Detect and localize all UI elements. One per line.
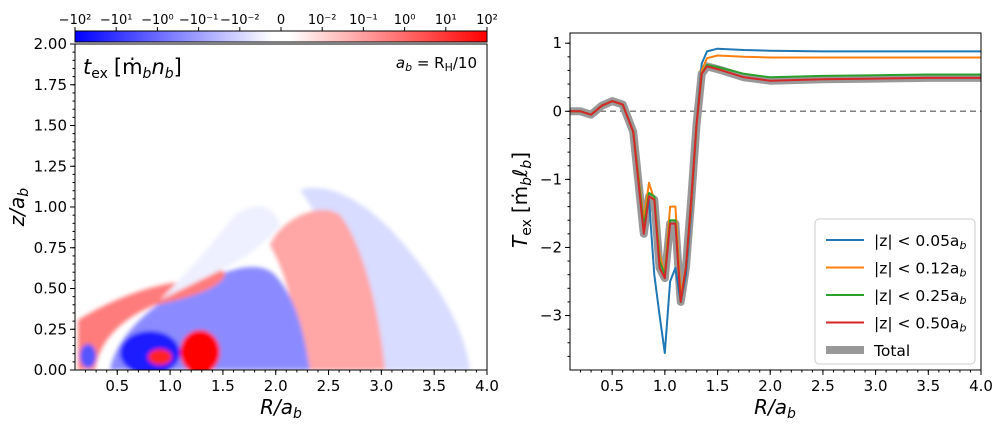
line-xtick-label: 1.0: [653, 377, 677, 395]
heatmap-xtick-label: 1.0: [158, 377, 182, 395]
colorbar-tick-label: 0: [277, 13, 285, 28]
heatmap-ytick-label: 1.25: [34, 157, 67, 175]
line-frame: [569, 32, 982, 371]
colorbar-tick-label: 10¹: [435, 13, 457, 28]
line-ytick-label: −1: [540, 170, 562, 188]
heatmap-annotation: tex [ṁbnb]: [83, 55, 182, 82]
colorbar-tick-label: 10⁻¹: [349, 13, 378, 28]
colorbar-tick-label: 10⁻²: [308, 13, 337, 28]
heatmap-panel: 0.5 1.0 1.5 2.0 2.5 3.0 3.5 4.0 0.00 0.25 0.50 0.75…: [5, 35, 499, 422]
line-xtick-label: 2.5: [811, 377, 835, 395]
heatmap-xtick-label: 2.5: [317, 377, 341, 395]
legend-label: Total: [873, 342, 910, 360]
line-axis-ticks: 0.5 1.0 1.5 2.0 2.5 3.0 3.5 4.0 1 0 −1 −2 −3: [540, 34, 993, 395]
legend-box: [814, 218, 976, 365]
line-ytick-label: −3: [540, 307, 562, 325]
line-xtick-label: 1.5: [706, 377, 730, 395]
line-xtick-label: 3.5: [916, 377, 940, 395]
heatmap-ytick-label: 0.00: [34, 361, 67, 379]
heatmap-core-red: [180, 330, 220, 370]
heatmap-ylabel: z/ab: [5, 188, 32, 228]
line-panel: 0.5 1.0 1.5 2.0 2.5 3.0 3.5 4.0 1 0 −1 −2 −3 |z| < 0…: [508, 32, 993, 422]
colorbar-tick-label: −10⁰: [141, 13, 174, 28]
heatmap-ytick-label: 0.25: [34, 320, 67, 338]
heatmap-region-wisp: [160, 206, 280, 300]
heatmap-ytick-label: 2.00: [34, 35, 67, 53]
line-xtick-label: 2.0: [758, 377, 782, 395]
legend-label: |z| < 0.50ab: [874, 315, 966, 335]
line-ylabel: Tex[ṁbℓb]: [508, 152, 535, 248]
heatmap-ytick-label: 1.75: [34, 76, 67, 94]
colorbar-ticks: −10² −10¹ −10⁰ −10⁻¹ −10⁻² 0 10⁻² 10⁻¹ 10⁰ 10¹ 10²: [59, 13, 498, 31]
heatmap-xtick-label: 3.5: [422, 377, 446, 395]
colorbar-gradient: [74, 30, 488, 43]
colorbar-tick-label: −10¹: [100, 13, 133, 28]
colorbar-tick-label: 10²: [476, 13, 498, 28]
heatmap-region-red-blob-left: [78, 270, 225, 370]
heatmap-xtick-label: 1.5: [211, 377, 235, 395]
line-xtick-label: 3.0: [864, 377, 888, 395]
line-xtick-label: 4.0: [969, 377, 993, 395]
colorbar-tick-label: −10²: [59, 13, 92, 28]
legend-label: |z| < 0.25ab: [874, 287, 966, 307]
heatmap-xlabel: R/ab: [260, 395, 302, 422]
line-xtick-label: 0.5: [600, 377, 624, 395]
legend-label: |z| < 0.05ab: [874, 232, 966, 252]
heatmap-field: [78, 187, 470, 370]
legend: |z| < 0.05ab |z| < 0.12ab |z| < 0.25ab |z| …: [814, 218, 976, 365]
heatmap-axis-ticks: 0.5 1.0 1.5 2.0 2.5 3.0 3.5 4.0 0.00 0.25 0.50 0.75…: [34, 35, 499, 395]
heatmap-core-blue-edge: [80, 344, 96, 368]
heatmap-ytick-label: 1.00: [34, 198, 67, 216]
heatmap-core-red-small: [148, 349, 172, 365]
line-ytick-label: 0: [552, 102, 562, 120]
heatmap-xtick-label: 4.0: [475, 377, 499, 395]
colorbar: −10² −10¹ −10⁰ −10⁻¹ −10⁻² 0 10⁻² 10⁻¹ 10⁰ 10¹ 10²: [59, 13, 498, 43]
heatmap-ytick-label: 0.75: [34, 239, 67, 257]
line-xlabel: R/ab: [754, 395, 796, 422]
heatmap-xtick-label: 0.5: [105, 377, 129, 395]
heatmap-xtick-label: 3.0: [369, 377, 393, 395]
colorbar-tick-label: −10⁻¹: [179, 13, 219, 28]
heatmap-xtick-label: 2.0: [264, 377, 288, 395]
heatmap-label-right: ab = RH/10: [396, 54, 477, 74]
line-ytick-label: −2: [540, 238, 562, 256]
legend-label: |z| < 0.12ab: [874, 260, 966, 280]
series-line-z-3: [570, 65, 981, 303]
line-series-group: [570, 47, 981, 354]
colorbar-tick-label: 10⁰: [394, 13, 416, 28]
heatmap-ytick-label: 0.50: [34, 280, 67, 298]
line-ytick-label: 1: [552, 34, 562, 52]
colorbar-tick-label: −10⁻²: [220, 13, 260, 28]
heatmap-ytick-label: 1.50: [34, 117, 67, 135]
